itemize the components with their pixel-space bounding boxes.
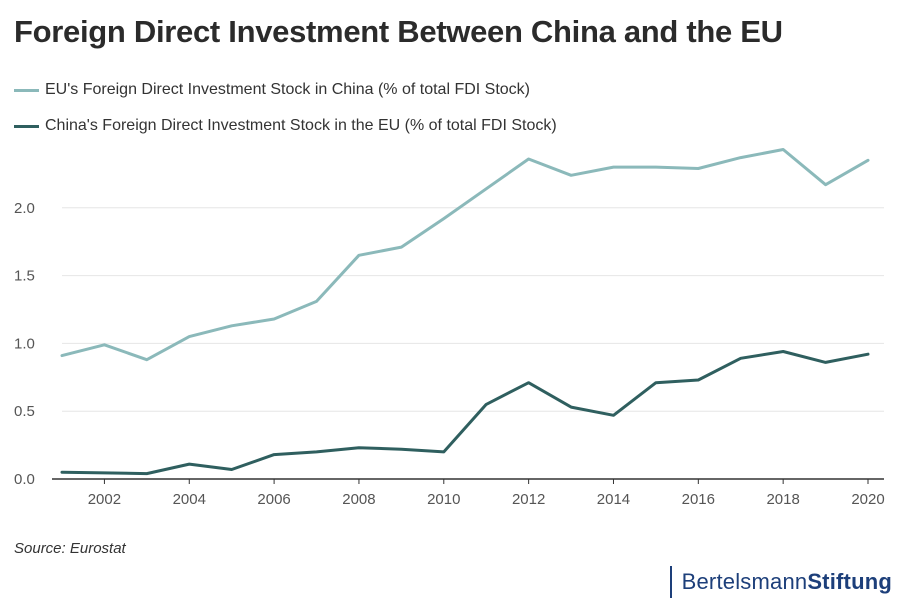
y-tick-label: 0.5 bbox=[14, 403, 35, 420]
brand-name-part2: Stiftung bbox=[807, 569, 892, 594]
x-tick-label: 2020 bbox=[851, 491, 884, 508]
x-tick-label: 2002 bbox=[88, 491, 121, 508]
legend-swatch-china bbox=[14, 124, 39, 128]
brand-bar bbox=[669, 566, 672, 598]
y-tick-label: 0.0 bbox=[14, 471, 35, 488]
legend-swatch-eu bbox=[14, 88, 39, 92]
brand-text: BertelsmannStiftung bbox=[682, 569, 892, 595]
brand-logo: BertelsmannStiftung bbox=[669, 566, 892, 598]
y-tick-label: 1.5 bbox=[14, 268, 35, 285]
x-tick-label: 2004 bbox=[173, 491, 206, 508]
x-tick-label: 2012 bbox=[512, 491, 545, 508]
legend-label-eu: EU's Foreign Direct Investment Stock in … bbox=[45, 81, 530, 98]
y-tick-label: 2.0 bbox=[14, 200, 35, 217]
legend-item-eu: EU's Foreign Direct Investment Stock in … bbox=[14, 72, 557, 108]
x-tick-label: 2018 bbox=[766, 491, 799, 508]
x-tick-label: 2010 bbox=[427, 491, 460, 508]
series-line-china bbox=[60, 350, 870, 476]
chart-title: Foreign Direct Investment Between China … bbox=[14, 14, 783, 49]
series-line-eu bbox=[60, 148, 870, 362]
x-tick-label: 2016 bbox=[682, 491, 715, 508]
legend: EU's Foreign Direct Investment Stock in … bbox=[14, 72, 557, 144]
x-tick-label: 2006 bbox=[257, 491, 290, 508]
legend-label-china: China's Foreign Direct Investment Stock … bbox=[45, 117, 557, 134]
legend-item-china: China's Foreign Direct Investment Stock … bbox=[14, 108, 557, 144]
y-tick-label: 1.0 bbox=[14, 335, 35, 352]
x-tick-label: 2008 bbox=[342, 491, 375, 508]
source-note: Source: Eurostat bbox=[14, 540, 126, 557]
x-tick-label: 2014 bbox=[597, 491, 630, 508]
brand-name-part1: Bertelsmann bbox=[681, 569, 808, 594]
